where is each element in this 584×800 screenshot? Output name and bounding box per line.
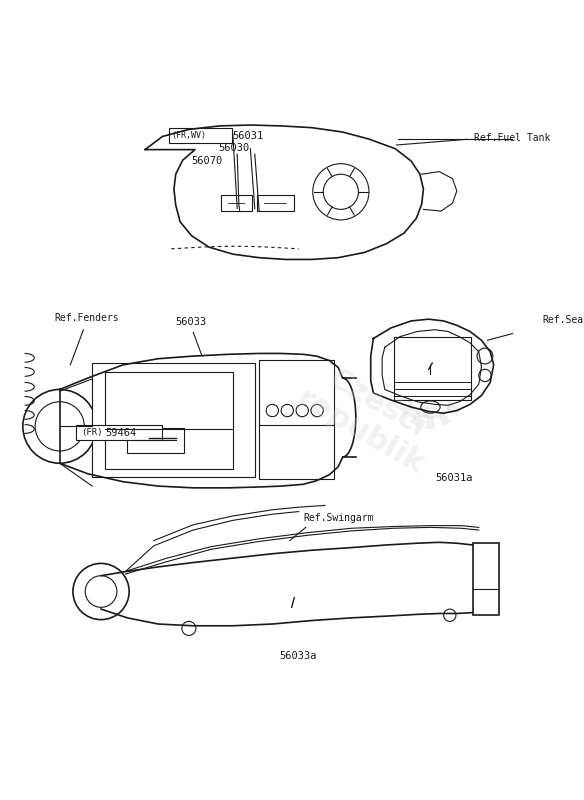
Bar (259, 361, 334, 479)
FancyBboxPatch shape (169, 128, 232, 143)
Text: 56030: 56030 (218, 143, 249, 153)
Bar (394, 337, 471, 400)
Text: Ref.Seat: Ref.Seat (542, 314, 584, 325)
Bar (258, 195, 294, 211)
Text: Ref.Swingarm: Ref.Swingarm (303, 514, 374, 523)
Polygon shape (426, 417, 435, 429)
Text: 56033a: 56033a (279, 651, 317, 661)
Text: Ref.Fenders: Ref.Fenders (54, 313, 119, 323)
Text: Ref.Fuel Tank: Ref.Fuel Tank (474, 134, 551, 143)
Polygon shape (426, 362, 435, 374)
Bar (221, 195, 252, 211)
Polygon shape (447, 403, 461, 416)
Bar (106, 372, 233, 469)
Polygon shape (399, 375, 414, 388)
FancyBboxPatch shape (77, 425, 162, 441)
Polygon shape (439, 365, 451, 379)
Text: 56070: 56070 (192, 156, 223, 166)
Text: (FR,WV): (FR,WV) (171, 131, 206, 140)
Polygon shape (397, 391, 409, 400)
Polygon shape (399, 403, 414, 416)
Text: 59464: 59464 (106, 427, 137, 438)
Text: (FR): (FR) (81, 428, 102, 437)
Polygon shape (451, 391, 464, 400)
Polygon shape (447, 375, 461, 388)
Bar (127, 428, 185, 453)
Text: Cześci
republik: Cześci republik (292, 355, 446, 480)
Text: 56031a: 56031a (435, 473, 472, 483)
Text: 56033: 56033 (176, 318, 207, 327)
Polygon shape (410, 365, 423, 379)
Bar (472, 543, 499, 615)
Text: 56031: 56031 (233, 130, 264, 141)
Circle shape (423, 389, 437, 402)
Bar (92, 363, 255, 478)
Polygon shape (439, 412, 451, 426)
Polygon shape (410, 412, 423, 426)
